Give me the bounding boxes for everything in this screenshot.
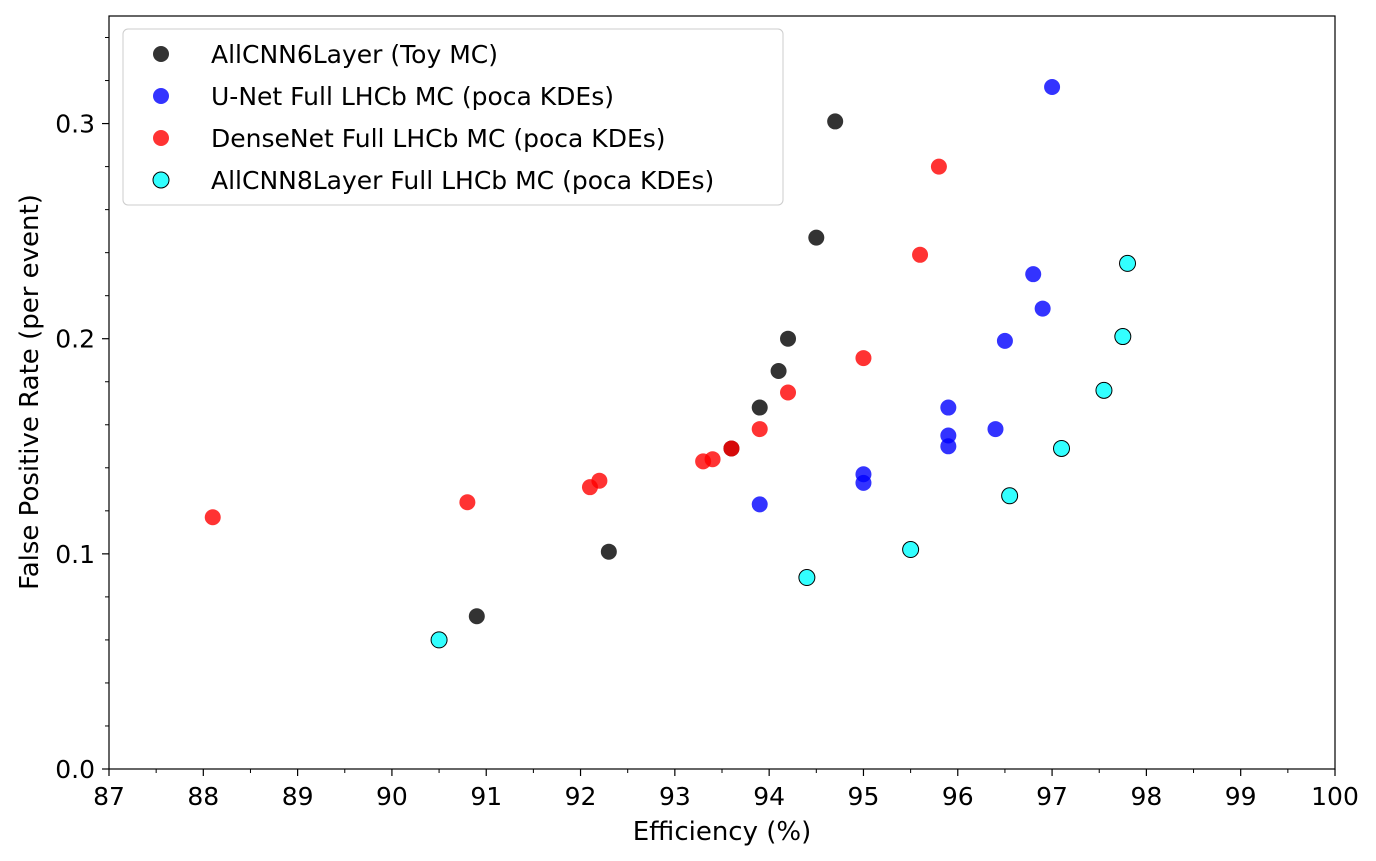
data-point-series-3-12 bbox=[930, 158, 947, 175]
data-point-series-2-11 bbox=[1044, 79, 1061, 95]
x-tick-label: 100 bbox=[1311, 782, 1359, 811]
legend-box bbox=[122, 28, 784, 206]
data-point-series-1-6 bbox=[780, 330, 797, 347]
legend-marker-1 bbox=[153, 46, 169, 62]
data-point-series-1-8 bbox=[827, 113, 844, 130]
data-point-series-4-1 bbox=[430, 631, 448, 649]
data-point-series-3-7 bbox=[723, 440, 740, 457]
data-point-series-4-5 bbox=[1053, 439, 1071, 457]
y-tick-label: 0.0 bbox=[55, 755, 95, 784]
data-point-series-4-2 bbox=[798, 569, 816, 587]
data-point-series-4-7 bbox=[1114, 328, 1132, 346]
x-tick-label: 99 bbox=[1225, 782, 1257, 811]
x-tick-label: 95 bbox=[848, 782, 880, 811]
data-point-series-2-6 bbox=[940, 399, 957, 416]
data-point-series-2-1 bbox=[751, 496, 768, 513]
y-tick-label: 0.3 bbox=[55, 110, 95, 139]
data-point-series-3-8 bbox=[751, 421, 768, 438]
data-point-series-4-3 bbox=[902, 541, 920, 559]
data-point-series-4-6 bbox=[1095, 381, 1113, 399]
data-point-series-3-2 bbox=[459, 494, 476, 511]
x-tick-label: 98 bbox=[1130, 782, 1162, 811]
legend-label-4: AllCNN8Layer Full LHCb MC (poca KDEs) bbox=[211, 166, 714, 195]
data-point-series-1-4 bbox=[751, 399, 768, 416]
data-point-series-3-10 bbox=[855, 350, 872, 367]
x-tick-label: 91 bbox=[470, 782, 502, 811]
data-point-series-4-8 bbox=[1119, 254, 1137, 272]
data-point-series-2-3 bbox=[855, 466, 872, 483]
x-tick-label: 89 bbox=[282, 782, 314, 811]
legend-marker-4 bbox=[152, 171, 170, 189]
x-tick-label: 94 bbox=[753, 782, 785, 811]
data-point-series-1-7 bbox=[808, 229, 825, 246]
data-point-series-2-7 bbox=[987, 421, 1004, 438]
legend-label-3: DenseNet Full LHCb MC (poca KDEs) bbox=[211, 124, 666, 153]
y-tick-label: 0.1 bbox=[55, 540, 95, 569]
data-point-series-3-6 bbox=[704, 451, 721, 468]
legend: AllCNN6Layer (Toy MC) U-Net Full LHCb MC … bbox=[122, 28, 784, 206]
data-point-series-2-5 bbox=[940, 427, 957, 444]
data-point-series-2-10 bbox=[1034, 300, 1051, 317]
data-point-series-3-11 bbox=[912, 246, 929, 263]
x-tick-label: 96 bbox=[942, 782, 974, 811]
legend-label-1: AllCNN6Layer (Toy MC) bbox=[211, 40, 498, 69]
x-tick-label: 97 bbox=[1036, 782, 1068, 811]
y-tick-label: 0.2 bbox=[55, 325, 95, 354]
x-tick-label: 87 bbox=[93, 782, 125, 811]
data-point-series-2-9 bbox=[1025, 266, 1042, 283]
data-points-layer bbox=[204, 79, 1137, 649]
data-point-series-2-8 bbox=[996, 332, 1013, 349]
x-tick-label: 93 bbox=[659, 782, 691, 811]
data-point-series-4-4 bbox=[1001, 487, 1019, 505]
legend-label-2: U-Net Full LHCb MC (poca KDEs) bbox=[211, 82, 614, 111]
x-tick-label: 88 bbox=[187, 782, 219, 811]
axis-ticks: 87 88 89 90 91 92 93 94 95 96 97 98 99 100 0.0 0.1 0.2 0.… bbox=[55, 37, 1359, 811]
data-point-series-3-9 bbox=[780, 384, 797, 401]
data-point-series-3-1 bbox=[204, 509, 221, 526]
x-tick-label: 90 bbox=[376, 782, 408, 811]
y-axis-title: False Positive Rate (per event) bbox=[15, 194, 45, 590]
x-tick-label: 92 bbox=[565, 782, 597, 811]
data-point-series-1-5 bbox=[770, 362, 787, 379]
data-point-series-3-4 bbox=[591, 472, 608, 489]
legend-marker-3 bbox=[153, 130, 169, 146]
data-point-series-1-2 bbox=[600, 543, 617, 560]
data-point-series-1-1 bbox=[468, 608, 485, 625]
legend-marker-2 bbox=[153, 88, 169, 104]
x-axis-title: Efficiency (%) bbox=[633, 817, 812, 847]
